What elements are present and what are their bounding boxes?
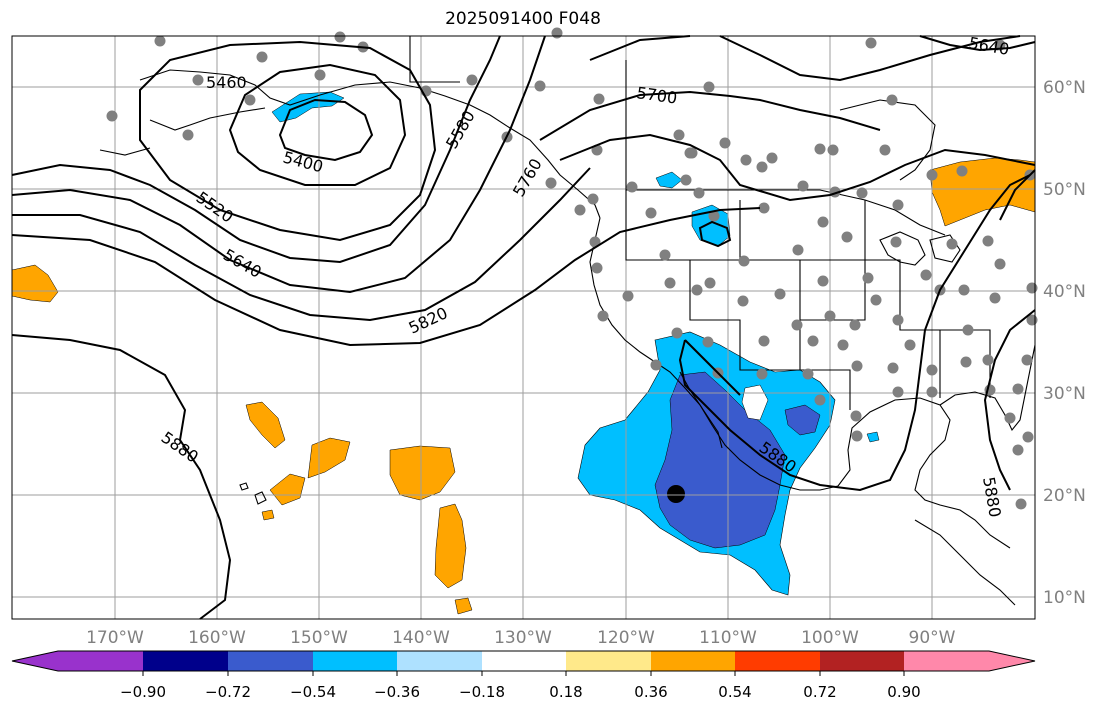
colorbar-swatch [58, 651, 143, 671]
height-contours [11, 35, 1036, 620]
positive-anomaly-pac-6 [454, 597, 473, 615]
positive-anomaly-pac-1 [245, 401, 286, 449]
positive-anomaly-west [11, 264, 59, 303]
colorbar-over-arrow [989, 651, 1035, 671]
lat-label: 60°N [1043, 78, 1086, 98]
colorbar-swatch [397, 651, 482, 671]
lat-label: 10°N [1043, 588, 1086, 608]
lat-label: 50°N [1043, 180, 1086, 200]
negative-anomaly-dark-blue-2 [784, 404, 821, 436]
lon-label: 90°W [909, 628, 956, 648]
positive-anomaly-pac-7 [261, 509, 275, 521]
colorbar-tick-label: −0.18 [459, 683, 505, 701]
longitude-labels: 170°W 160°W 150°W 140°W 130°W 120°W 110°… [86, 628, 956, 648]
lon-label: 140°W [392, 628, 450, 648]
colorbar-tick-label: 0.90 [887, 683, 920, 701]
colorbar: −0.90 −0.72 −0.54 −0.36 −0.18 0.18 0.36 … [11, 650, 1036, 701]
colorbar-swatch [228, 651, 313, 671]
colorbar-swatch [143, 651, 228, 671]
colorbar-swatch [904, 651, 989, 671]
lat-label: 40°N [1043, 282, 1086, 302]
station-markers [106, 27, 1038, 510]
contour-label: 5460 [206, 73, 247, 92]
lat-label: 20°N [1043, 486, 1086, 506]
lat-label: 30°N [1043, 384, 1086, 404]
colorbar-swatch [313, 651, 397, 671]
positive-anomaly-pac-3 [269, 473, 306, 506]
colorbar-swatch [735, 651, 820, 671]
colorbar-tick-label: −0.72 [205, 683, 251, 701]
colorbar-tick-label: −0.36 [374, 683, 420, 701]
neutral-hole [741, 384, 769, 421]
lon-label: 110°W [699, 628, 757, 648]
colorbar-outline [11, 650, 1036, 672]
colorbar-tick-label: −0.54 [290, 683, 336, 701]
lon-label: 120°W [597, 628, 655, 648]
colorbar-swatch [820, 651, 904, 671]
negative-anomaly-canada [655, 171, 683, 189]
positive-anomaly-pac-4 [389, 445, 456, 501]
colorbar-swatch [566, 651, 651, 671]
colorbar-swatch [651, 651, 735, 671]
colorbar-ticks [142, 671, 905, 676]
black-blob [667, 485, 685, 503]
positive-anomaly-pac-5 [434, 503, 467, 589]
latitude-labels: 60°N 50°N 40°N 30°N 20°N 10°N [1043, 78, 1086, 608]
lon-label: 160°W [188, 628, 246, 648]
colorbar-tick-label: 0.36 [634, 683, 667, 701]
colorbar-swatch [482, 651, 566, 671]
map-title: 2025091400 F048 [445, 9, 601, 29]
lon-label: 100°W [801, 628, 859, 648]
map-border [11, 35, 1036, 620]
anomaly-shading [11, 91, 1036, 615]
colorbar-tick-label: 0.72 [803, 683, 836, 701]
negative-anomaly-gulf-spot [866, 431, 880, 443]
colorbar-under-arrow [12, 651, 58, 671]
colorbar-tick-label: −0.90 [120, 683, 166, 701]
colorbar-tick-label: 0.18 [549, 683, 582, 701]
lon-label: 150°W [290, 628, 348, 648]
lon-label: 130°W [494, 628, 552, 648]
colorbar-tick-label: 0.54 [718, 683, 751, 701]
lon-label: 170°W [86, 628, 144, 648]
